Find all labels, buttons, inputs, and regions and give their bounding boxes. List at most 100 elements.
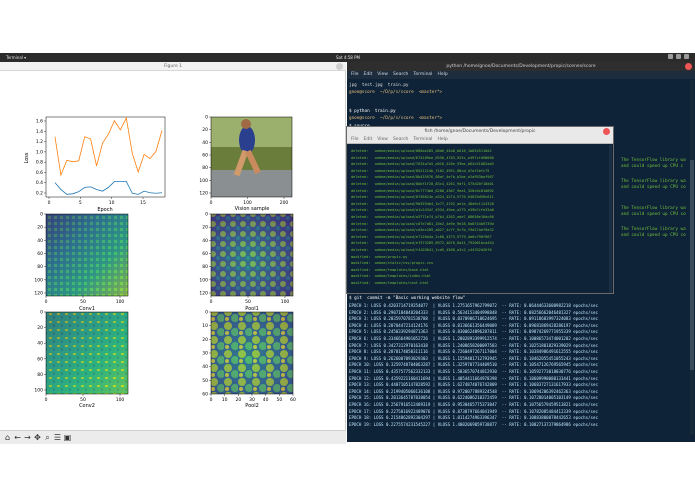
forward-icon[interactable]: → — [24, 433, 31, 442]
pool2-ytick-label: 20 — [202, 337, 208, 343]
terminal-prompt: gnoe@score ~/D/p/s/score <master*> — [349, 116, 443, 121]
menu-terminal[interactable]: Terminal — [413, 72, 433, 77]
git-status-line: deleted: webme/media/upload/060ae285_d0d… — [351, 149, 492, 153]
vision-ytick-label: 40 — [202, 140, 208, 146]
menu-view[interactable]: View — [377, 137, 388, 142]
pool2-xtick-label: 30 — [249, 397, 255, 403]
git-status-line: deleted: webme/media/upload/cd3ec289_a02… — [351, 228, 494, 233]
vision-x-ticks: 0 100 200 — [210, 197, 289, 206]
pool1-x-ticks: 0 50 100 — [210, 296, 290, 305]
system-top-bar: Terminal ▾ Sat 4:58 PM — [0, 53, 695, 62]
epoch-line: EPOCH 8: LOSS 0.2870174050311116 | VLOSS… — [349, 349, 598, 355]
epoch-line: EPOCH 11: LOSS 0.4357577562332133 | VLOS… — [349, 368, 598, 374]
close-icon[interactable] — [685, 63, 692, 70]
close-icon[interactable] — [336, 63, 343, 70]
menu-edit[interactable]: Edit — [363, 72, 373, 77]
scrollbar-thumb[interactable] — [690, 160, 694, 370]
vision-ytick-label: 80 — [202, 165, 208, 171]
terminal-note: The TensorFlow library wa — [621, 158, 686, 163]
pool2-ytick-label: 60 — [202, 392, 208, 398]
menu-search[interactable]: Search — [392, 72, 409, 77]
git-status-line: modified: webme/propic.py — [351, 254, 408, 259]
conv2-axes: 0 20 40 60 80 100 0 50 100 Conv2 — [34, 310, 129, 409]
pan-icon[interactable]: ✥ — [34, 433, 41, 442]
terminal-note: and could speed up CPU co — [621, 233, 686, 238]
conv2-xtick-label: 100 — [116, 397, 125, 403]
vision-ytick-label: 20 — [202, 127, 208, 133]
loss-ytick-label: 0.4 — [36, 180, 43, 186]
loss-xtick-label: 15 — [140, 200, 146, 206]
power-icon[interactable] — [684, 54, 689, 59]
runner-leg — [245, 149, 261, 175]
fish-menubar: File Edit View Search Terminal Help — [347, 136, 613, 144]
runner-leg — [233, 149, 249, 177]
figure-titlebar[interactable]: Figure 1 — [0, 62, 346, 71]
git-status-line: modified: webme/templates/next.html — [351, 280, 429, 285]
back-icon[interactable]: ← — [14, 433, 21, 442]
home-icon[interactable]: ⌂ — [4, 433, 11, 442]
epoch-line: EPOCH 1: LOSS 0.4203714719254077 | VLOSS… — [349, 303, 598, 308]
close-icon[interactable] — [603, 128, 610, 135]
git-status-line: modified: webme/templates/base.html — [351, 267, 429, 272]
conv2-xtick-label: 0 — [45, 397, 48, 403]
pool2-ytick-label: 10 — [202, 323, 208, 329]
terminal-titlebar[interactable]: python /home/gnoe/Documents/Development/… — [347, 62, 695, 71]
conv2-xlabel: Conv2 — [79, 403, 95, 409]
menu-file[interactable]: File — [351, 72, 359, 77]
pool2-xtick-label: 60 — [290, 397, 296, 403]
git-status-output: deleted: webme/media/upload/060ae285_d0d… — [351, 148, 494, 286]
pool1-ytick-label: 40 — [202, 238, 208, 244]
configure-icon[interactable]: ☰ — [53, 433, 62, 442]
loss-ytick-label: 0.2 — [36, 191, 43, 197]
fish-titlebar[interactable]: fish /home/gnoe/Documents/Development/pr… — [347, 127, 613, 136]
loss-ytick-label: 0.8 — [36, 160, 43, 166]
menu-view[interactable]: View — [377, 72, 388, 77]
loss-ytick-label: 1.6 — [36, 119, 43, 125]
conv2-frame — [45, 311, 129, 395]
figure-canvas: 1.6 1.4 1.2 1.0 0.8 0.6 0.4 0.2 0 5 10 15 Epoch Lo… — [24, 115, 296, 410]
terminal-note: The TensorFlow library wa — [621, 206, 686, 211]
terminal-prompt: gnoe@score ~/D/p/s/score <master*> — [349, 90, 443, 95]
vision-xtick-label: 200 — [280, 200, 289, 206]
vision-xtick-label: 0 — [210, 200, 213, 206]
save-icon[interactable]: ▣ — [63, 433, 72, 442]
network-icon[interactable] — [668, 54, 673, 59]
app-menu[interactable]: Terminal ▾ — [6, 55, 27, 60]
pool1-axes: 0 20 40 60 80 100 120 0 50 100 Pool1 — [199, 212, 294, 312]
menu-file[interactable]: File — [351, 137, 359, 142]
loss-axes: 1.6 1.4 1.2 1.0 0.8 0.6 0.4 0.2 0 5 10 15 Epoch Lo… — [24, 116, 166, 213]
epoch-line: EPOCH 6: LOSS 0.3346664901052726 | VLOSS… — [349, 335, 598, 341]
terminal-scrollbar[interactable] — [690, 80, 694, 435]
terminal-note: and could speed up CPU co — [621, 212, 686, 217]
pool1-ytick-label: 0 — [205, 212, 208, 218]
zoom-icon[interactable]: ⌕ — [45, 433, 50, 442]
volume-icon[interactable] — [676, 54, 681, 59]
fish-terminal-window[interactable]: fish /home/gnoe/Documents/Development/pr… — [346, 126, 614, 294]
conv1-ytick-label: 120 — [34, 291, 43, 297]
system-tray[interactable] — [659, 54, 689, 61]
menu-help[interactable]: Help — [437, 137, 448, 142]
pool2-ytick-label: 30 — [202, 351, 208, 357]
menu-search[interactable]: Search — [392, 137, 409, 142]
menu-help[interactable]: Help — [437, 72, 448, 77]
track — [211, 170, 292, 197]
conv1-frame — [45, 213, 129, 297]
git-status-line: deleted: webme/media/upload/8b435976_08a… — [351, 175, 494, 180]
pool1-xtick-label: 100 — [281, 299, 290, 305]
conv1-xtick-label: 0 — [45, 299, 48, 305]
pool1-xlabel: Pool1 — [245, 306, 259, 312]
fish-scrollbar[interactable] — [609, 145, 612, 293]
conv2-ytick-label: 60 — [37, 356, 43, 362]
loss-ytick-label: 1.0 — [36, 149, 43, 155]
conv1-xtick-label: 100 — [116, 299, 125, 305]
vision-xlabel: Vision sample — [235, 206, 270, 212]
menu-edit[interactable]: Edit — [363, 137, 373, 142]
menu-terminal[interactable]: Terminal — [413, 137, 433, 142]
clock[interactable]: Sat 4:58 PM — [336, 55, 360, 60]
epoch-line: EPOCH 18: LOSS 0.2154862892304297 | VLOS… — [349, 415, 598, 421]
vision-ytick-label: 0 — [205, 115, 208, 121]
git-status-line: deleted: webme/media/upload/f4103041_1cd… — [351, 247, 492, 252]
vision-sample-frame — [210, 116, 293, 198]
pool1-y-ticks: 0 20 40 60 80 100 120 — [199, 212, 211, 297]
terminal-note: The TensorFlow library wa — [621, 227, 686, 232]
